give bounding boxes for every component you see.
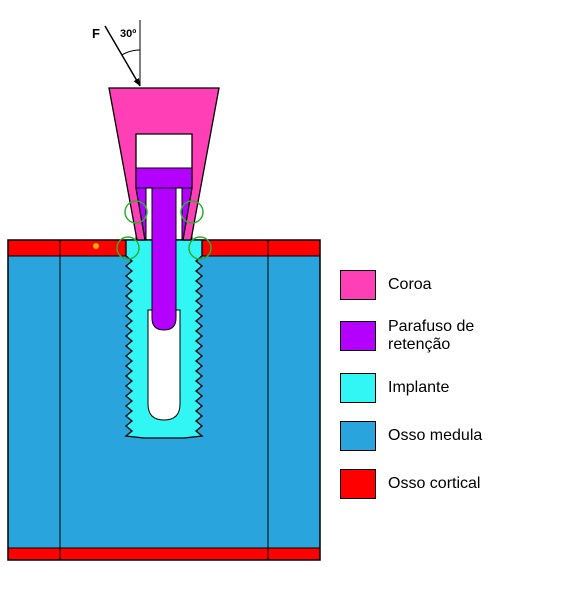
legend-label: Osso medula xyxy=(388,427,482,445)
legend-swatch xyxy=(340,421,376,451)
legend-swatch xyxy=(340,373,376,403)
legend-row: Parafuso deretenção xyxy=(340,318,482,355)
legend: Coroa Parafuso deretenção Implante Osso med… xyxy=(340,270,482,517)
legend-swatch xyxy=(340,321,376,351)
legend-label: Implante xyxy=(388,379,449,397)
force-label: F xyxy=(92,26,100,41)
legend-row: Osso cortical xyxy=(340,469,482,499)
legend-swatch xyxy=(340,270,376,300)
diagram-stage: F 30º Coroa Parafuso deretenção Implante Os… xyxy=(0,0,564,603)
legend-row: Osso medula xyxy=(340,421,482,451)
legend-label: Osso cortical xyxy=(388,475,480,493)
legend-label: Parafuso deretenção xyxy=(388,318,474,355)
legend-label: Coroa xyxy=(388,276,432,294)
angle-label: 30º xyxy=(120,28,136,40)
legend-swatch xyxy=(340,469,376,499)
legend-row: Coroa xyxy=(340,270,482,300)
legend-row: Implante xyxy=(340,373,482,403)
